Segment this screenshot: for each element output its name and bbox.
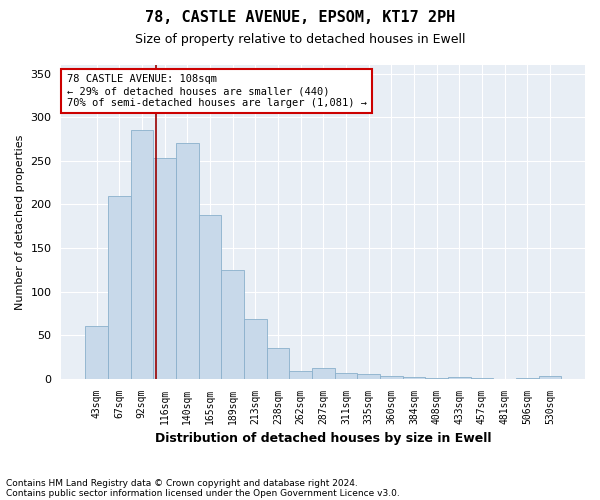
- Bar: [448, 377, 470, 378]
- X-axis label: Distribution of detached houses by size in Ewell: Distribution of detached houses by size …: [155, 432, 491, 445]
- Bar: [289, 371, 312, 378]
- Bar: [221, 270, 244, 378]
- Bar: [357, 374, 380, 378]
- Bar: [153, 158, 176, 378]
- Text: Size of property relative to detached houses in Ewell: Size of property relative to detached ho…: [135, 32, 465, 46]
- Y-axis label: Number of detached properties: Number of detached properties: [15, 134, 25, 310]
- Text: 78 CASTLE AVENUE: 108sqm
← 29% of detached houses are smaller (440)
70% of semi-: 78 CASTLE AVENUE: 108sqm ← 29% of detach…: [67, 74, 367, 108]
- Bar: [85, 326, 108, 378]
- Bar: [244, 320, 266, 378]
- Text: Contains public sector information licensed under the Open Government Licence v3: Contains public sector information licen…: [6, 488, 400, 498]
- Bar: [312, 368, 335, 378]
- Bar: [403, 377, 425, 378]
- Text: Contains HM Land Registry data © Crown copyright and database right 2024.: Contains HM Land Registry data © Crown c…: [6, 478, 358, 488]
- Bar: [335, 374, 357, 378]
- Bar: [266, 348, 289, 378]
- Bar: [176, 144, 199, 378]
- Bar: [108, 196, 131, 378]
- Bar: [131, 130, 153, 378]
- Bar: [199, 215, 221, 378]
- Bar: [539, 376, 561, 378]
- Bar: [380, 376, 403, 378]
- Text: 78, CASTLE AVENUE, EPSOM, KT17 2PH: 78, CASTLE AVENUE, EPSOM, KT17 2PH: [145, 10, 455, 25]
